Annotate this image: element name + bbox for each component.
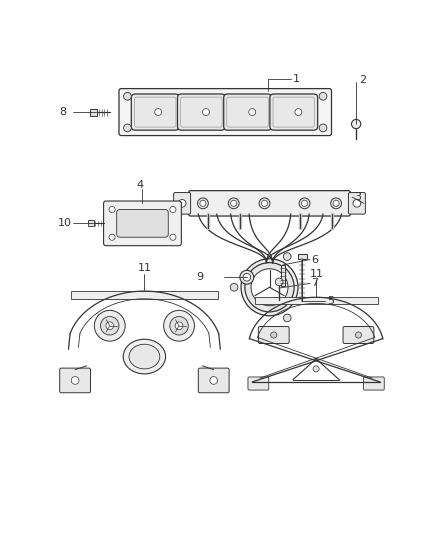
FancyBboxPatch shape [270, 94, 318, 130]
Ellipse shape [123, 339, 166, 374]
Circle shape [124, 124, 131, 132]
Circle shape [100, 317, 119, 335]
Text: 11: 11 [138, 263, 152, 273]
Text: 9: 9 [197, 272, 204, 282]
Circle shape [243, 273, 251, 281]
Bar [90, 109, 97, 116]
Circle shape [313, 366, 319, 372]
Circle shape [276, 278, 283, 286]
Circle shape [301, 200, 307, 206]
Circle shape [295, 109, 302, 116]
FancyBboxPatch shape [189, 191, 350, 216]
Circle shape [251, 269, 288, 306]
Circle shape [170, 206, 176, 213]
Circle shape [331, 198, 342, 209]
Circle shape [175, 322, 183, 329]
Circle shape [202, 109, 209, 116]
Text: 1: 1 [293, 75, 300, 84]
Circle shape [245, 263, 294, 312]
Circle shape [94, 310, 125, 341]
Circle shape [200, 200, 206, 206]
Circle shape [106, 322, 113, 329]
Bar [254, 296, 378, 304]
FancyBboxPatch shape [173, 192, 191, 214]
FancyBboxPatch shape [177, 94, 225, 130]
Circle shape [333, 200, 339, 206]
Circle shape [155, 109, 162, 116]
Circle shape [170, 234, 176, 240]
Circle shape [198, 198, 208, 209]
Text: 6: 6 [311, 255, 318, 264]
Circle shape [352, 119, 361, 128]
FancyBboxPatch shape [364, 377, 384, 390]
Text: 8: 8 [60, 108, 67, 117]
FancyBboxPatch shape [224, 94, 272, 130]
Circle shape [231, 200, 237, 206]
Circle shape [283, 314, 291, 322]
Text: 2: 2 [359, 75, 366, 85]
FancyBboxPatch shape [198, 368, 229, 393]
Circle shape [271, 332, 277, 338]
Text: 11: 11 [310, 269, 324, 279]
Text: 7: 7 [311, 278, 318, 288]
Circle shape [319, 92, 327, 100]
Text: 4: 4 [136, 180, 143, 190]
FancyBboxPatch shape [258, 327, 289, 343]
Circle shape [355, 332, 361, 338]
FancyBboxPatch shape [349, 192, 365, 214]
Circle shape [319, 124, 327, 132]
FancyBboxPatch shape [119, 88, 332, 135]
Circle shape [283, 253, 291, 261]
Circle shape [210, 377, 218, 384]
Circle shape [170, 317, 188, 335]
Circle shape [124, 92, 131, 100]
Circle shape [261, 200, 268, 206]
FancyBboxPatch shape [103, 201, 181, 246]
FancyBboxPatch shape [117, 209, 168, 237]
Circle shape [353, 199, 361, 207]
FancyBboxPatch shape [343, 327, 374, 343]
Circle shape [178, 199, 186, 207]
Bar [281, 265, 285, 286]
Ellipse shape [129, 344, 160, 369]
Circle shape [249, 109, 256, 116]
Circle shape [228, 198, 239, 209]
Circle shape [109, 206, 115, 213]
Circle shape [241, 259, 298, 316]
Circle shape [259, 198, 270, 209]
Text: 5: 5 [327, 296, 334, 306]
Circle shape [109, 234, 115, 240]
Text: 10: 10 [58, 219, 72, 228]
Circle shape [230, 284, 238, 291]
Circle shape [299, 198, 310, 209]
FancyBboxPatch shape [248, 377, 269, 390]
Circle shape [164, 310, 194, 341]
FancyBboxPatch shape [60, 368, 91, 393]
FancyBboxPatch shape [131, 94, 179, 130]
Text: 3: 3 [354, 192, 361, 202]
Circle shape [240, 270, 254, 284]
Bar [88, 220, 94, 227]
Bar [298, 254, 307, 259]
Circle shape [71, 377, 79, 384]
Bar [71, 291, 218, 299]
